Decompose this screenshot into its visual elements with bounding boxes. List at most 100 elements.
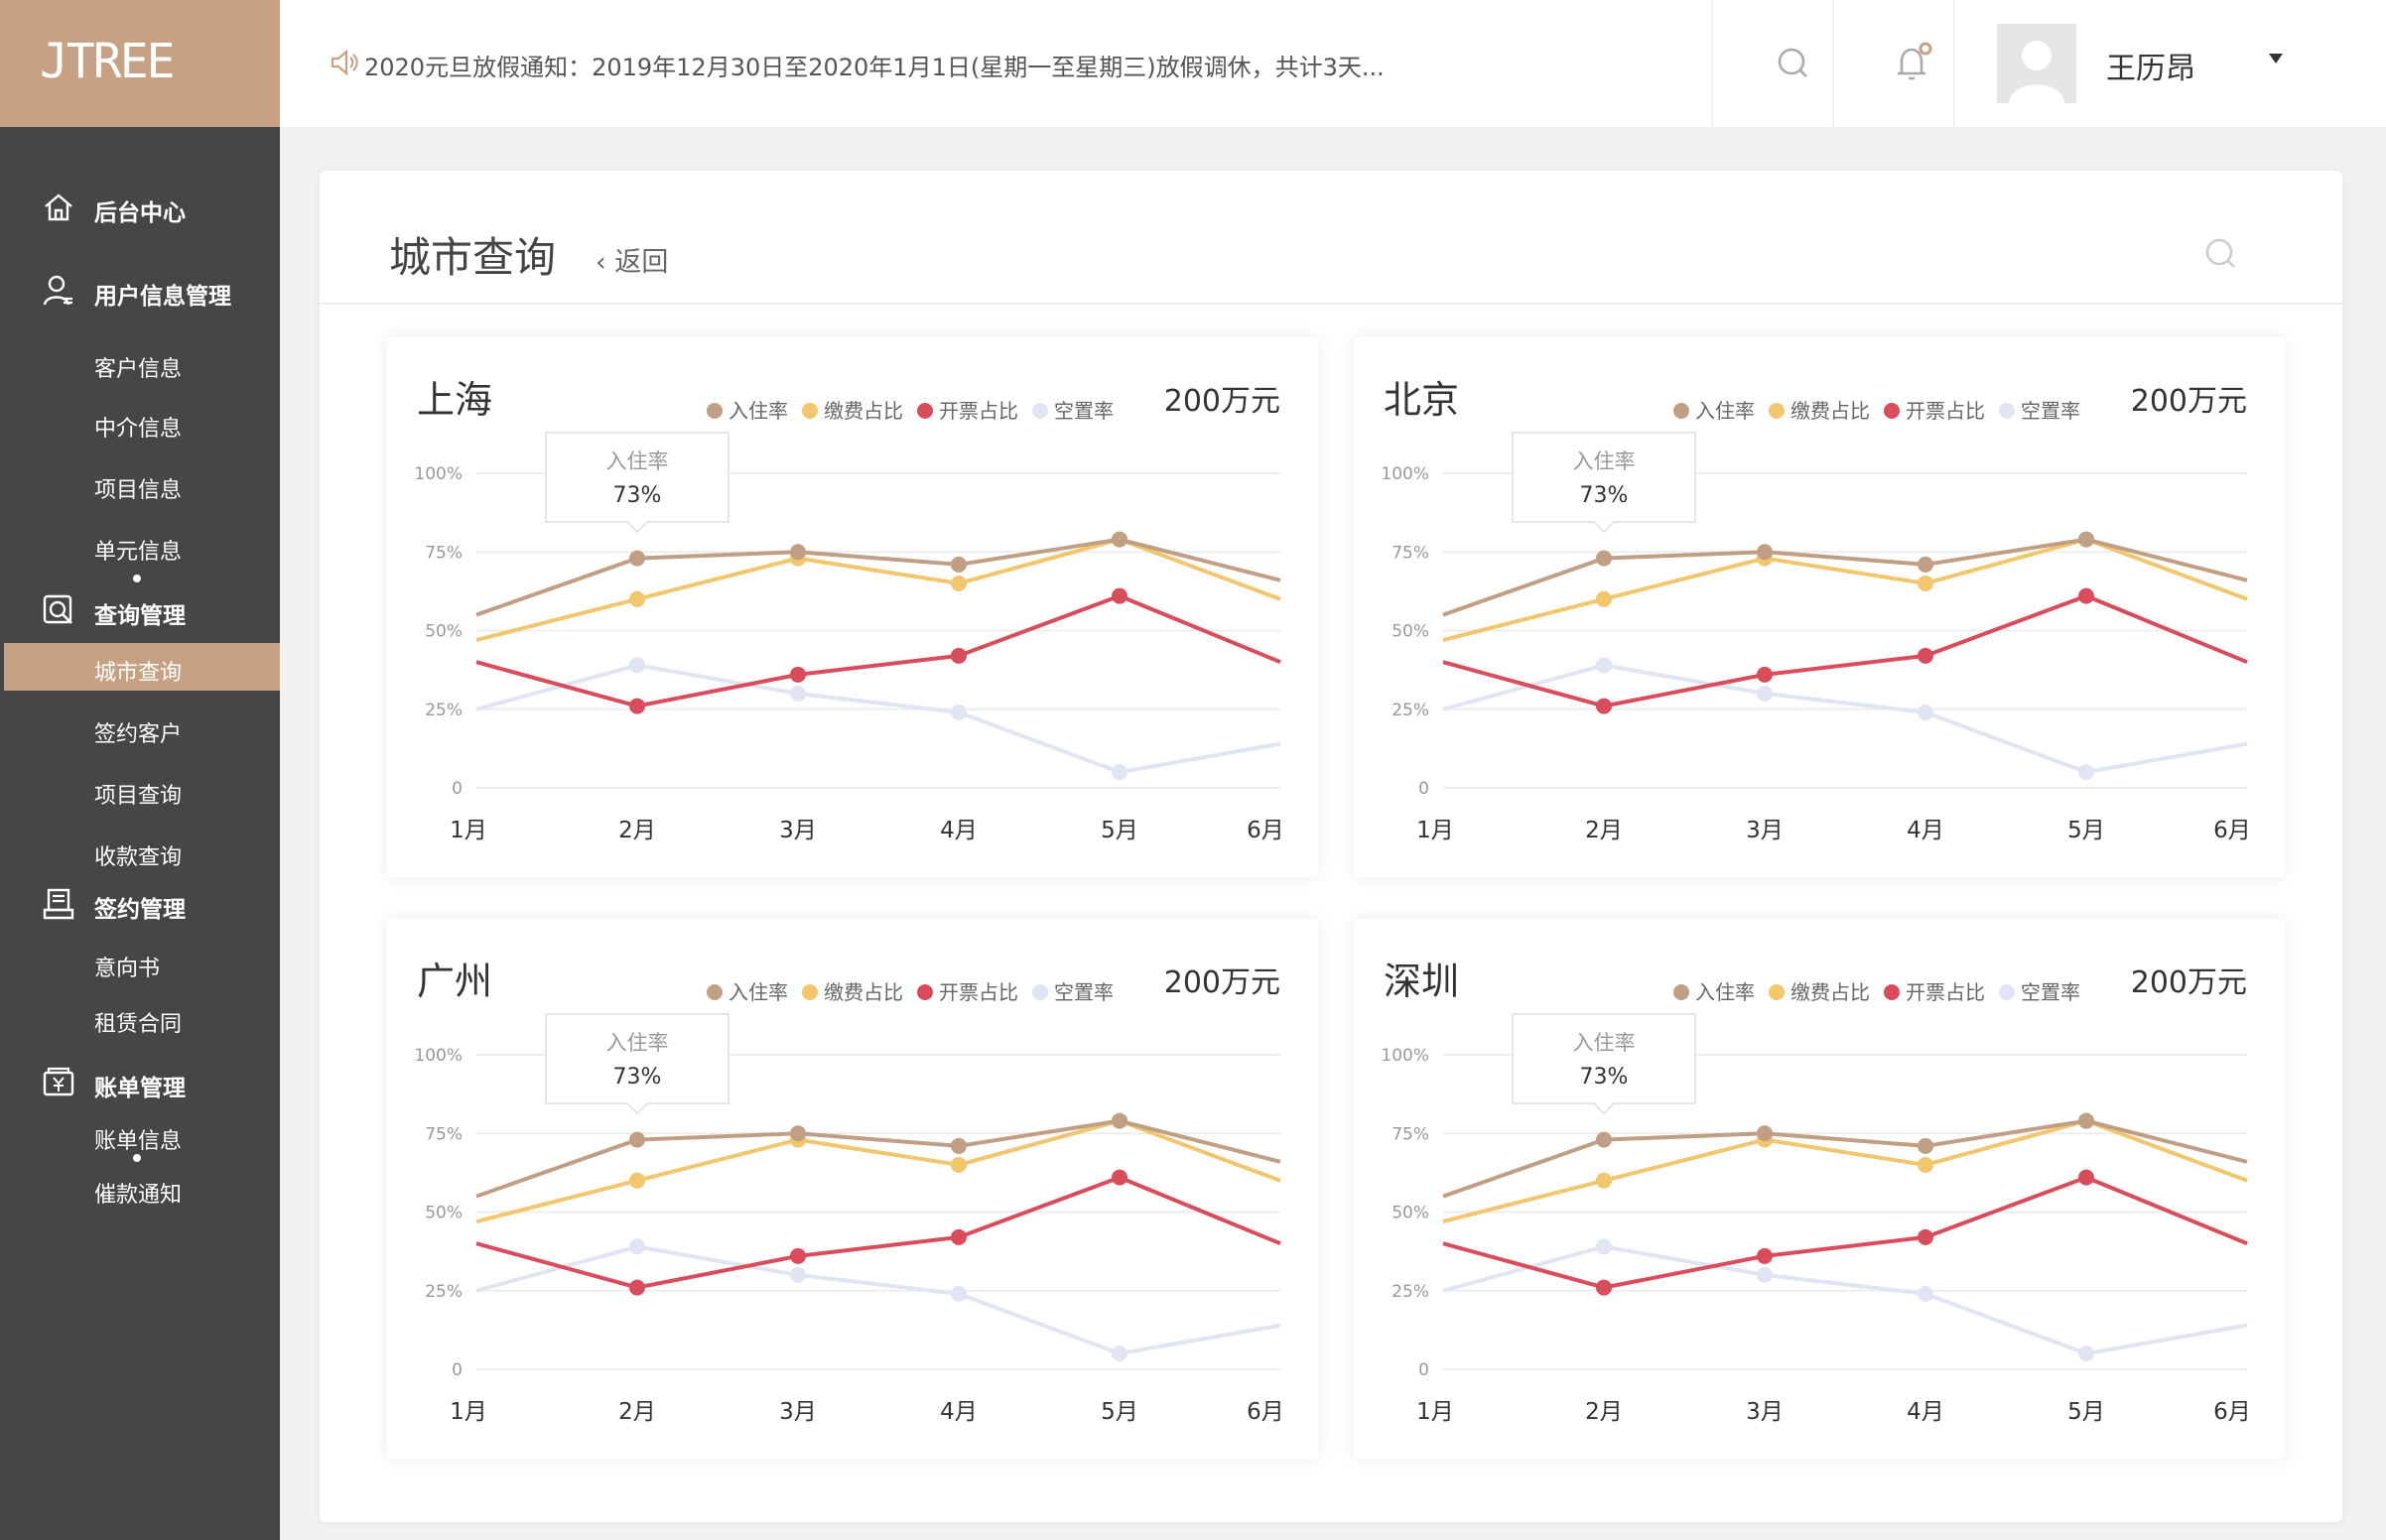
sidebar-item-contract-management[interactable]: 签约管理	[0, 877, 280, 929]
data-point[interactable]	[1112, 531, 1127, 548]
data-point[interactable]	[629, 1172, 645, 1189]
data-point[interactable]	[790, 685, 806, 702]
sidebar-item-unit-info[interactable]: 单元信息	[0, 522, 280, 570]
data-point[interactable]	[1918, 647, 1933, 664]
data-point[interactable]	[1596, 1279, 1612, 1296]
data-point[interactable]	[1918, 1228, 1933, 1245]
data-point[interactable]	[629, 698, 645, 714]
legend-item[interactable]: 缴费占比	[1769, 980, 1870, 1004]
data-point[interactable]	[1596, 1131, 1612, 1148]
data-point[interactable]	[1596, 698, 1612, 714]
legend-item[interactable]: 缴费占比	[802, 399, 903, 423]
legend-item[interactable]: 空置率	[1999, 399, 2080, 423]
sidebar-item-payment-query[interactable]: 收款查询	[0, 828, 280, 875]
legend-item[interactable]: 缴费占比	[1769, 399, 1870, 423]
data-point[interactable]	[1918, 704, 1933, 720]
data-point[interactable]	[2078, 531, 2094, 548]
data-point[interactable]	[2078, 1346, 2094, 1362]
sidebar-item-project-query[interactable]: 项目查询	[0, 766, 280, 814]
legend-item[interactable]: 空置率	[1032, 980, 1114, 1004]
avatar[interactable]	[1997, 24, 2076, 103]
data-point[interactable]	[1757, 1125, 1773, 1142]
data-point[interactable]	[951, 1137, 967, 1154]
data-point[interactable]	[1112, 1112, 1127, 1129]
sidebar-item-payment-reminder[interactable]: 催款通知	[0, 1165, 280, 1213]
legend-item[interactable]: 开票占比	[917, 980, 1018, 1004]
data-point[interactable]	[1112, 587, 1127, 604]
data-point[interactable]	[1596, 1172, 1612, 1189]
chevron-down-icon[interactable]	[2269, 54, 2283, 64]
legend-item[interactable]: 缴费占比	[802, 980, 903, 1004]
legend-item[interactable]: 开票占比	[917, 399, 1018, 423]
bell-icon[interactable]	[1888, 38, 1937, 87]
sidebar-item-backend-center[interactable]: 后台中心	[0, 181, 280, 232]
legend-item[interactable]: 空置率	[1999, 980, 2080, 1004]
back-link[interactable]: ‹ 返回	[596, 240, 668, 279]
data-point[interactable]	[1918, 1285, 1933, 1302]
data-point[interactable]	[1112, 764, 1127, 781]
data-point[interactable]	[790, 1125, 806, 1142]
legend-item[interactable]: 入住率	[1673, 399, 1755, 423]
data-point[interactable]	[1757, 1266, 1773, 1283]
search-icon[interactable]	[1769, 38, 1818, 87]
data-point[interactable]	[951, 704, 967, 720]
data-point[interactable]	[629, 657, 645, 674]
sidebar-item-letter-of-intent[interactable]: 意向书	[0, 939, 280, 986]
legend-item[interactable]: 入住率	[707, 399, 788, 423]
data-point[interactable]	[951, 1285, 967, 1302]
data-point[interactable]	[1757, 666, 1773, 683]
sidebar-item-agent-info[interactable]: 中介信息	[0, 399, 280, 447]
sidebar-item-project-info[interactable]: 项目信息	[0, 460, 280, 508]
data-point[interactable]	[951, 575, 967, 591]
legend-item[interactable]: 开票占比	[1884, 399, 1985, 423]
data-point[interactable]	[1918, 575, 1933, 591]
data-point[interactable]	[951, 647, 967, 664]
data-point[interactable]	[1596, 1238, 1612, 1255]
notice-text[interactable]: 2020元旦放假通知：2019年12月30日至2020年1月1日(星期一至星期三…	[364, 54, 1385, 81]
sidebar-item-user-info-management[interactable]: 用户信息管理	[0, 264, 280, 316]
data-point[interactable]	[1757, 544, 1773, 561]
data-point[interactable]	[1112, 1346, 1127, 1362]
legend-item[interactable]: 空置率	[1032, 399, 1114, 423]
sidebar-item-bill-management[interactable]: 账单管理	[0, 1056, 280, 1107]
x-tick-label: 3月	[1746, 1399, 1784, 1425]
data-point[interactable]	[2078, 1112, 2094, 1129]
data-point[interactable]	[629, 1131, 645, 1148]
sidebar-item-query-management[interactable]: 查询管理	[0, 583, 280, 635]
data-point[interactable]	[951, 1156, 967, 1173]
data-point[interactable]	[790, 666, 806, 683]
data-point[interactable]	[1596, 590, 1612, 607]
sidebar-item-lease-contract[interactable]: 租赁合同	[0, 994, 280, 1042]
sidebar-item-signed-customers[interactable]: 签约客户	[0, 705, 280, 752]
data-point[interactable]	[951, 556, 967, 573]
data-point[interactable]	[790, 1266, 806, 1283]
data-point[interactable]	[2078, 1169, 2094, 1186]
data-point[interactable]	[790, 1247, 806, 1264]
data-point[interactable]	[1112, 1169, 1127, 1186]
data-point[interactable]	[790, 544, 806, 561]
sidebar-item-customer-info[interactable]: 客户信息	[0, 339, 280, 387]
search-icon[interactable]	[2201, 234, 2241, 274]
data-point[interactable]	[1918, 1156, 1933, 1173]
data-point[interactable]	[1918, 556, 1933, 573]
data-point[interactable]	[2078, 764, 2094, 781]
data-point[interactable]	[629, 590, 645, 607]
data-point[interactable]	[1918, 1137, 1933, 1154]
legend-item[interactable]: 入住率	[707, 980, 788, 1004]
data-point[interactable]	[951, 1228, 967, 1245]
data-point[interactable]	[629, 550, 645, 567]
data-point[interactable]	[629, 1279, 645, 1296]
data-point[interactable]	[1596, 550, 1612, 567]
data-point[interactable]	[1596, 657, 1612, 674]
sidebar-item-city-query[interactable]: 城市查询	[4, 643, 280, 691]
data-point[interactable]	[1757, 1247, 1773, 1264]
user-name[interactable]: 王历昂	[2106, 52, 2195, 86]
data-point[interactable]	[2078, 587, 2094, 604]
legend-item[interactable]: 开票占比	[1884, 980, 1985, 1004]
tooltip-box	[1512, 1013, 1696, 1115]
sidebar-item-bill-info[interactable]: 账单信息	[0, 1111, 280, 1159]
data-point[interactable]	[629, 1238, 645, 1255]
data-point[interactable]	[1757, 685, 1773, 702]
legend-item[interactable]: 入住率	[1673, 980, 1755, 1004]
